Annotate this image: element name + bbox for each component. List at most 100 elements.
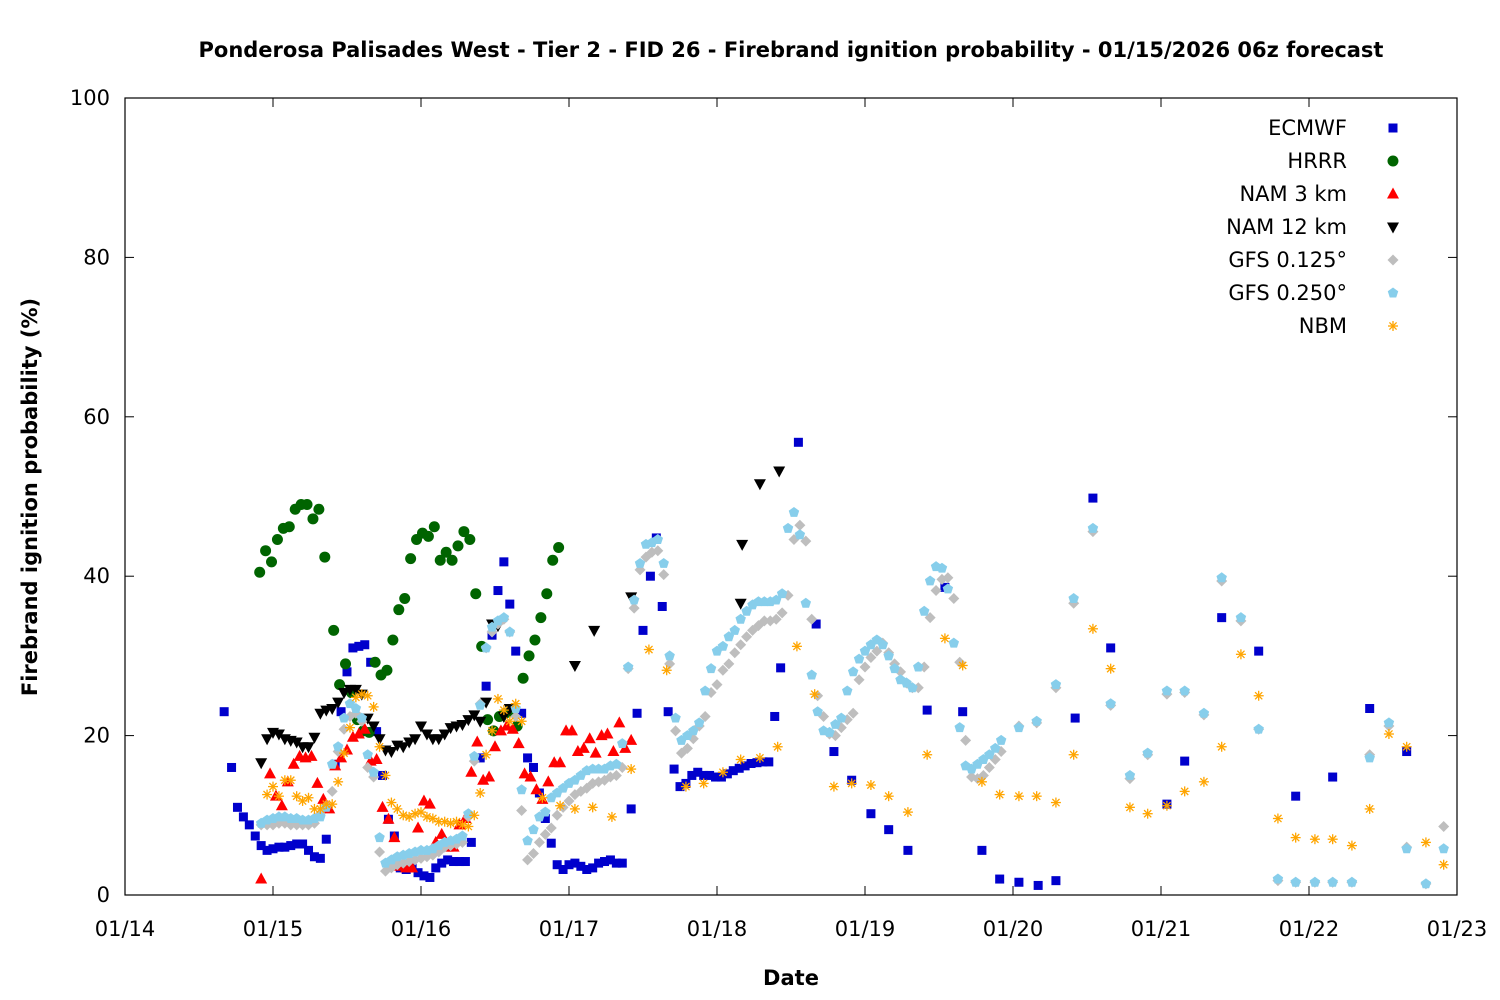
data-point bbox=[535, 612, 547, 624]
data-point bbox=[670, 725, 682, 737]
data-point bbox=[517, 672, 529, 684]
asterisk-stroke bbox=[381, 771, 390, 780]
data-point bbox=[373, 734, 386, 746]
data-point bbox=[705, 770, 715, 780]
asterisk-stroke bbox=[428, 814, 437, 823]
data-point bbox=[553, 542, 565, 554]
asterisk-stroke bbox=[958, 661, 967, 670]
data-point bbox=[332, 741, 344, 752]
data-point bbox=[232, 802, 242, 812]
data-point bbox=[995, 734, 1007, 745]
data-point bbox=[806, 669, 817, 680]
data-point bbox=[571, 745, 584, 757]
data-point bbox=[255, 758, 268, 770]
asterisk-stroke bbox=[316, 804, 325, 813]
data-point bbox=[352, 727, 365, 739]
data-point bbox=[452, 540, 464, 552]
data-point bbox=[1401, 741, 1412, 752]
data-point bbox=[340, 658, 352, 670]
data-point bbox=[1420, 878, 1432, 889]
data-point bbox=[699, 770, 709, 780]
data-point bbox=[688, 725, 699, 736]
data-point bbox=[657, 601, 667, 611]
asterisk-stroke bbox=[334, 777, 343, 786]
data-point bbox=[883, 650, 894, 661]
data-point bbox=[913, 661, 924, 672]
asterisk-stroke bbox=[375, 742, 384, 751]
x-tick-label: 01/22 bbox=[1279, 917, 1340, 941]
data-point bbox=[333, 776, 344, 787]
data-point bbox=[227, 762, 237, 772]
data-point bbox=[307, 513, 319, 525]
data-point bbox=[694, 717, 705, 728]
data-point bbox=[883, 791, 894, 802]
data-point bbox=[740, 761, 750, 771]
data-point bbox=[346, 730, 359, 742]
asterisk-stroke bbox=[662, 666, 671, 675]
data-point bbox=[546, 838, 556, 848]
data-point bbox=[587, 802, 598, 813]
data-point bbox=[287, 757, 300, 769]
data-point bbox=[511, 646, 521, 656]
data-point bbox=[480, 642, 492, 653]
asterisk-stroke bbox=[1162, 801, 1171, 810]
data-point bbox=[1033, 880, 1043, 890]
data-point bbox=[1087, 623, 1098, 634]
data-point bbox=[611, 758, 622, 769]
data-point bbox=[516, 805, 528, 817]
asterisk-stroke bbox=[440, 817, 449, 826]
asterisk-stroke bbox=[736, 755, 745, 764]
data-point bbox=[547, 554, 559, 566]
data-point bbox=[348, 643, 358, 653]
data-point bbox=[958, 707, 968, 717]
data-point bbox=[471, 735, 484, 747]
data-point bbox=[568, 660, 581, 672]
data-point bbox=[506, 722, 519, 734]
data-point bbox=[1217, 613, 1227, 623]
asterisk-stroke bbox=[1384, 729, 1393, 739]
data-point bbox=[1161, 800, 1172, 811]
data-point bbox=[256, 841, 266, 851]
data-point bbox=[494, 724, 507, 736]
data-point bbox=[326, 704, 339, 716]
asterisk-stroke bbox=[810, 690, 819, 699]
data-point bbox=[443, 855, 453, 865]
data-point bbox=[658, 569, 670, 581]
asterisk-stroke bbox=[339, 749, 349, 758]
series-nbm bbox=[262, 623, 1449, 870]
data-point bbox=[753, 479, 766, 491]
data-point bbox=[902, 807, 913, 818]
data-point bbox=[219, 707, 229, 717]
data-point bbox=[463, 821, 474, 832]
data-point bbox=[540, 806, 551, 817]
data-point bbox=[693, 767, 703, 777]
asterisk-stroke bbox=[866, 780, 875, 790]
asterisk-stroke bbox=[482, 750, 491, 759]
data-point bbox=[776, 607, 788, 619]
data-point bbox=[406, 861, 419, 873]
data-point bbox=[362, 749, 373, 760]
data-point bbox=[594, 858, 604, 868]
data-point bbox=[723, 658, 735, 670]
asterisk-stroke bbox=[1402, 742, 1411, 751]
data-point bbox=[942, 572, 954, 584]
data-point bbox=[1014, 877, 1024, 887]
data-point bbox=[1235, 612, 1247, 623]
asterisk-stroke bbox=[1143, 809, 1152, 818]
data-point bbox=[711, 679, 723, 691]
asterisk-stroke bbox=[292, 792, 301, 801]
data-point bbox=[1365, 704, 1375, 714]
legend-label: GFS 0.125° bbox=[1228, 248, 1347, 272]
data-point bbox=[1050, 797, 1061, 808]
asterisk-stroke bbox=[995, 790, 1004, 799]
asterisk-stroke bbox=[884, 792, 893, 801]
data-point bbox=[1327, 876, 1338, 887]
data-point bbox=[445, 818, 456, 829]
data-point bbox=[1438, 820, 1450, 832]
data-point bbox=[454, 857, 464, 867]
asterisk-stroke bbox=[923, 750, 932, 759]
data-point bbox=[305, 749, 318, 761]
data-point bbox=[413, 868, 423, 878]
data-point bbox=[729, 647, 741, 659]
asterisk-stroke bbox=[681, 782, 690, 791]
